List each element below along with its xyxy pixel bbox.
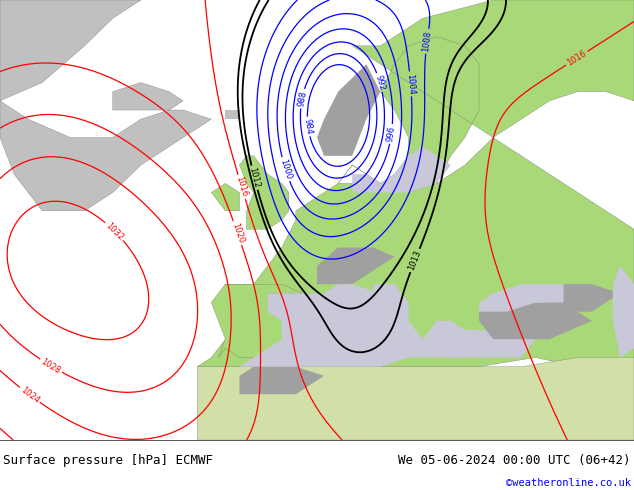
Polygon shape [317, 64, 380, 156]
Polygon shape [373, 284, 408, 321]
Text: 1020: 1020 [230, 221, 245, 245]
Text: 1028: 1028 [39, 357, 62, 375]
Polygon shape [113, 82, 183, 110]
Polygon shape [0, 101, 211, 211]
Polygon shape [423, 321, 479, 358]
Polygon shape [240, 284, 535, 367]
Polygon shape [240, 156, 289, 229]
Text: 984: 984 [302, 118, 313, 135]
Polygon shape [550, 284, 620, 312]
Text: 1008: 1008 [422, 30, 433, 52]
Text: Surface pressure [hPa] ECMWF: Surface pressure [hPa] ECMWF [3, 454, 213, 467]
Polygon shape [0, 0, 141, 101]
Polygon shape [197, 0, 634, 367]
Text: We 05-06-2024 00:00 UTC (06+42): We 05-06-2024 00:00 UTC (06+42) [398, 454, 631, 467]
Polygon shape [317, 247, 394, 284]
Text: 1032: 1032 [104, 220, 125, 242]
Text: 1000: 1000 [278, 158, 293, 181]
Text: 996: 996 [386, 125, 397, 143]
Text: 1012: 1012 [247, 167, 261, 189]
Polygon shape [479, 284, 564, 312]
Text: 988: 988 [296, 90, 308, 107]
Polygon shape [226, 110, 240, 119]
Polygon shape [211, 284, 303, 358]
Text: 1004: 1004 [405, 73, 416, 95]
Text: 992: 992 [373, 74, 386, 91]
Polygon shape [211, 183, 240, 211]
Text: 1024: 1024 [18, 385, 41, 405]
Polygon shape [197, 358, 634, 440]
Text: 1016: 1016 [235, 175, 249, 198]
Polygon shape [240, 367, 324, 394]
Text: ©weatheronline.co.uk: ©weatheronline.co.uk [506, 477, 631, 488]
Text: 1013: 1013 [407, 249, 423, 272]
Polygon shape [479, 302, 592, 339]
Text: 1016: 1016 [566, 49, 588, 68]
Polygon shape [353, 147, 451, 193]
Polygon shape [268, 294, 303, 302]
Polygon shape [613, 266, 634, 358]
